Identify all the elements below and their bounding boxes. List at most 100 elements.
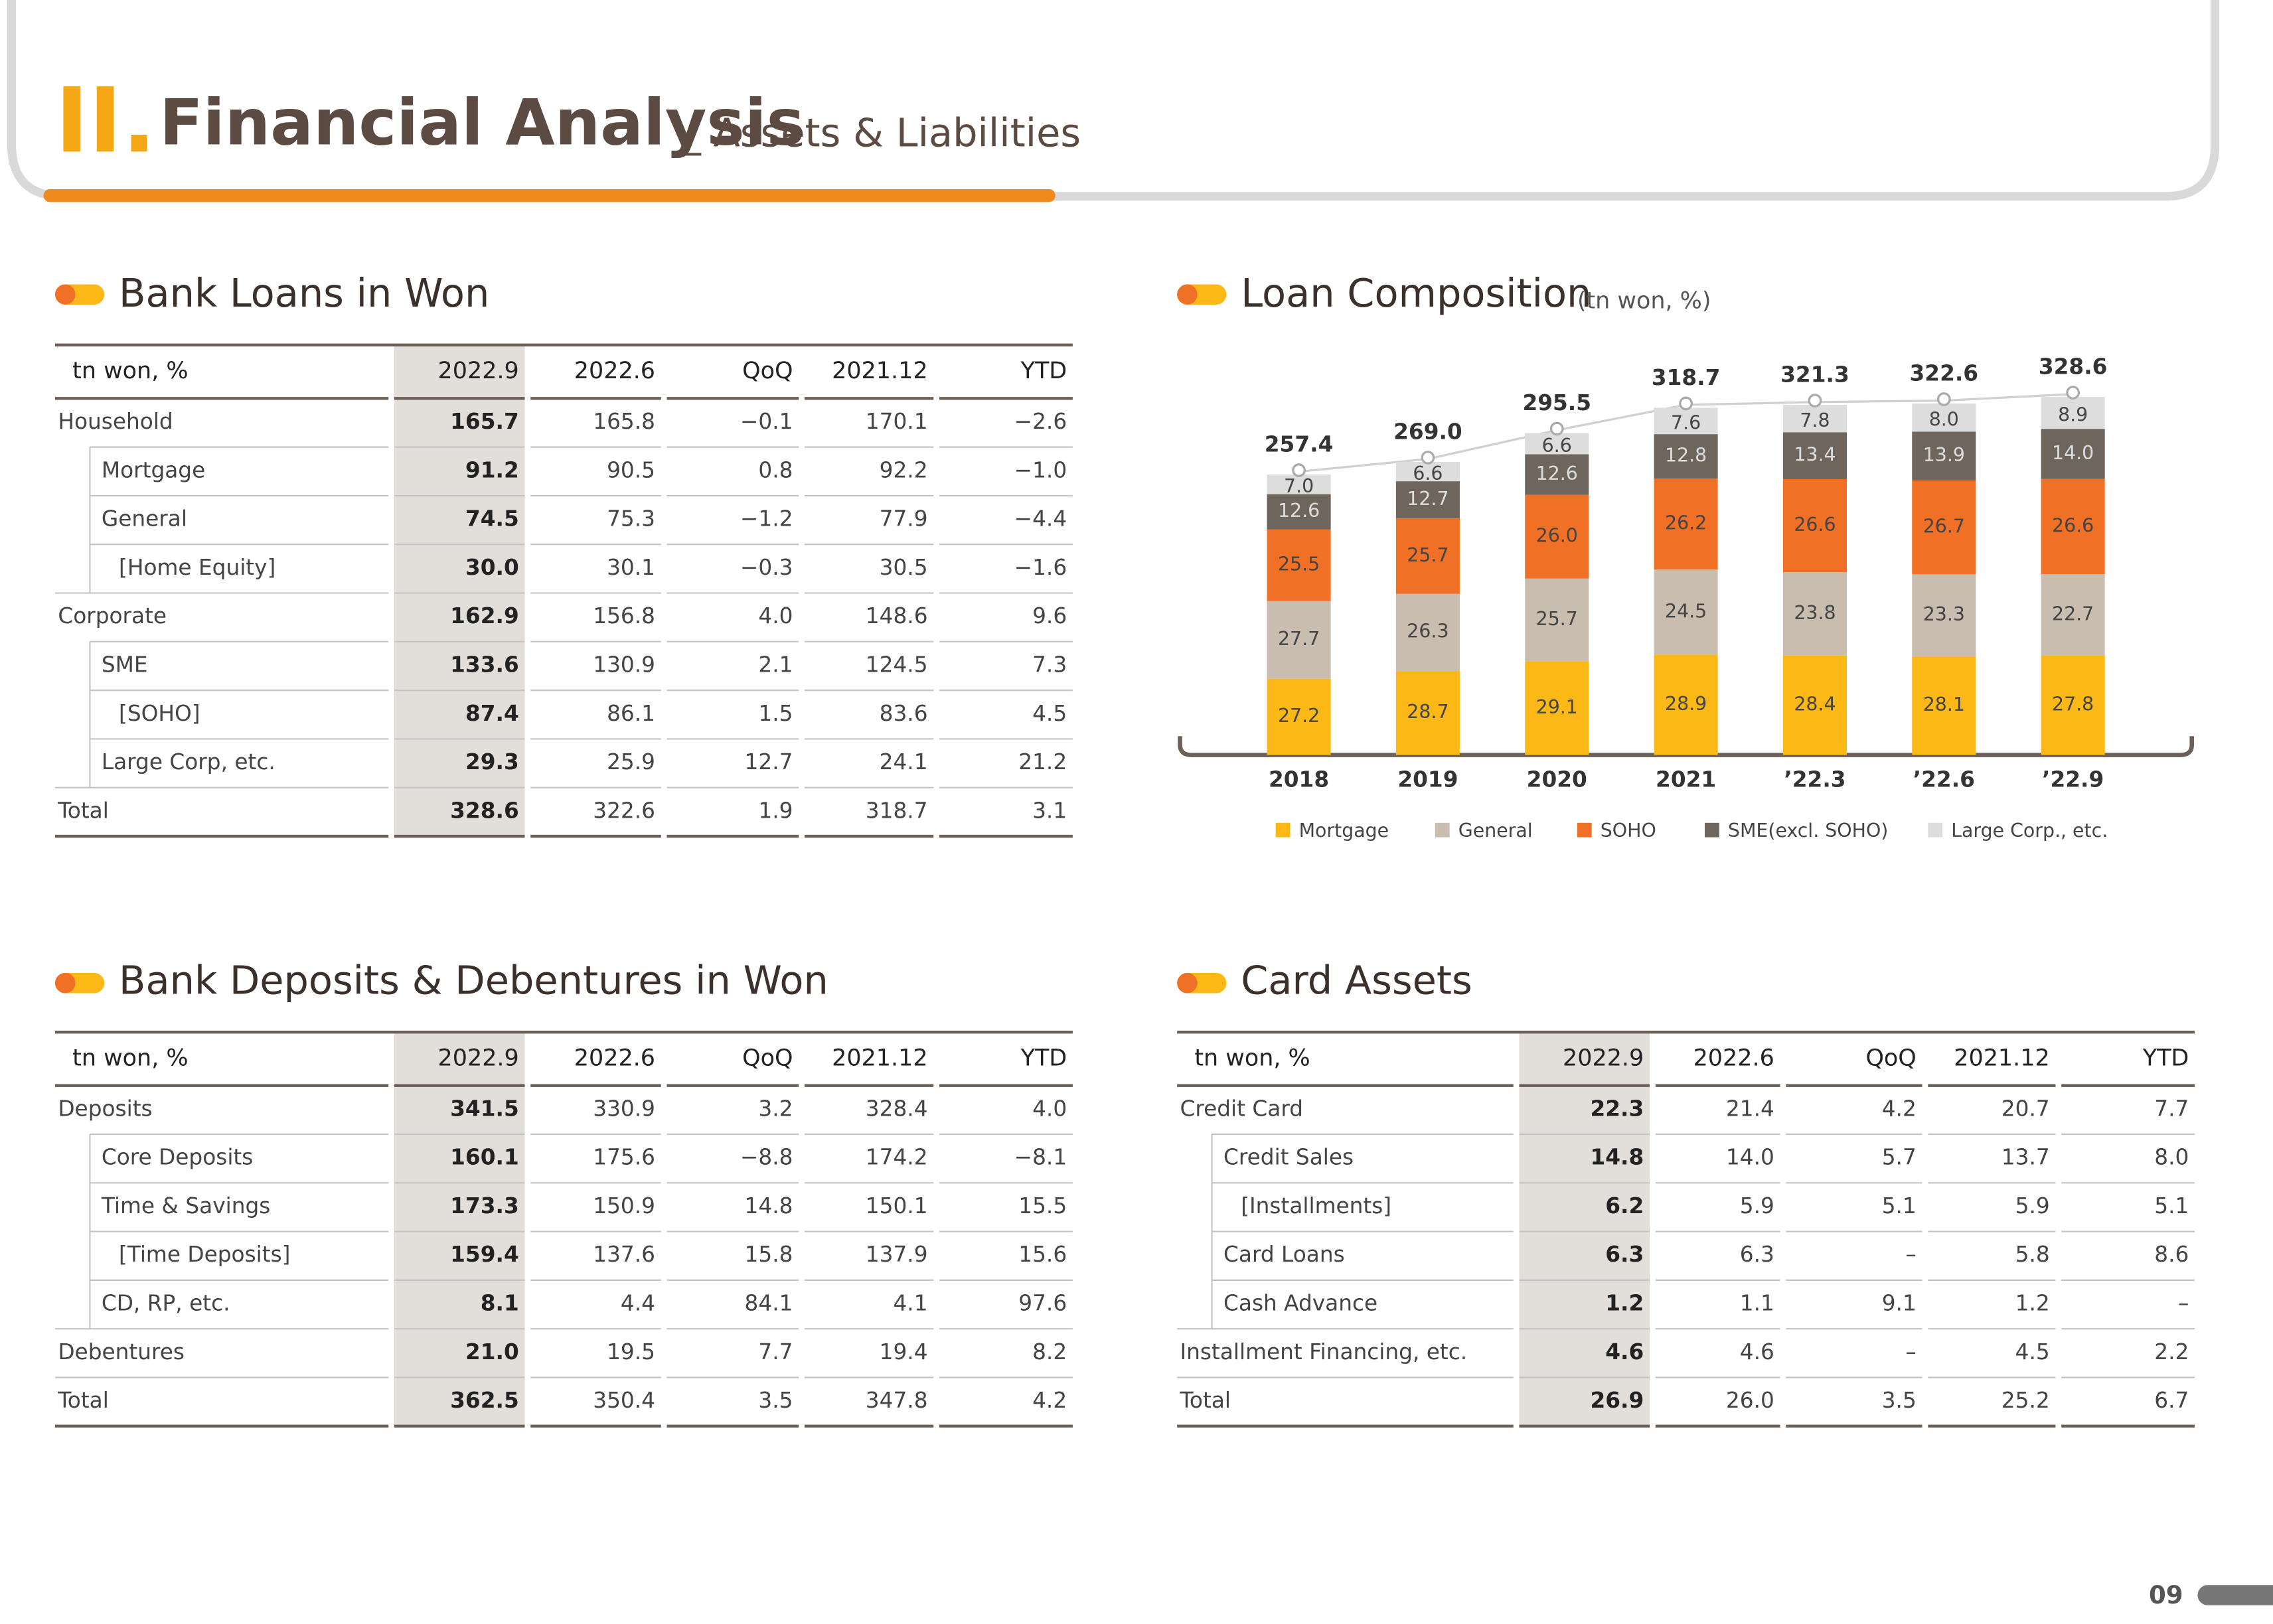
cell: 5.7 xyxy=(1882,1145,1917,1170)
row-label: Time & Savings xyxy=(101,1193,270,1218)
cell: 150.9 xyxy=(593,1193,655,1218)
data-label: 28.9 xyxy=(1665,693,1707,715)
bar-segment xyxy=(1395,461,1460,482)
shaded-column xyxy=(1519,1032,1650,1426)
bar-segment xyxy=(2041,574,2105,656)
cell: 30.1 xyxy=(607,555,655,580)
data-label: 22.7 xyxy=(2052,603,2094,625)
column-header: 2021.12 xyxy=(1954,1045,2049,1071)
bar-segment xyxy=(1525,454,1589,495)
page-number: 09 xyxy=(2149,1581,2183,1609)
cell: 5.1 xyxy=(1882,1193,1917,1218)
row-label: Mortgage xyxy=(102,457,205,482)
cell: 13.7 xyxy=(2001,1145,2050,1170)
bar-segment xyxy=(1912,404,1976,432)
data-label: 28.1 xyxy=(1923,694,1965,715)
row-label: Credit Sales xyxy=(1223,1145,1354,1170)
data-label: 29.1 xyxy=(1536,696,1578,718)
bar-segment xyxy=(1525,433,1589,455)
cell: 328.4 xyxy=(866,1096,928,1121)
bar-segment xyxy=(1654,434,1718,479)
total-marker xyxy=(1679,396,1693,411)
section-icon xyxy=(1177,284,1227,305)
x-tick-label: 2021 xyxy=(1656,767,1716,792)
total-label: 321.3 xyxy=(1780,362,1849,388)
data-label: 12.6 xyxy=(1536,463,1578,484)
cell: −8.1 xyxy=(1014,1145,1067,1170)
cell: 26.9 xyxy=(1590,1388,1644,1413)
cell: 4.0 xyxy=(1032,1096,1067,1121)
row-label: Debentures xyxy=(58,1339,185,1365)
bar-segment xyxy=(1395,670,1460,755)
row-label: SME xyxy=(102,652,148,678)
data-label: 25.7 xyxy=(1407,544,1449,566)
section-title: Loan Composition xyxy=(1241,270,1591,316)
cell: 170.1 xyxy=(866,409,928,434)
cell: 7.7 xyxy=(758,1339,793,1365)
row-label: Household xyxy=(58,409,173,434)
total-marker xyxy=(1421,451,1435,465)
data-label: 12.6 xyxy=(1278,500,1320,522)
cell: 318.7 xyxy=(866,798,928,823)
legend-label: SME(excl. SOHO) xyxy=(1728,820,1888,842)
row-label: Deposits xyxy=(58,1096,152,1121)
data-label: 25.7 xyxy=(1536,608,1578,630)
data-label: 27.8 xyxy=(2052,694,2094,715)
section-title: Card Assets xyxy=(1241,957,1472,1003)
cell: 26.0 xyxy=(1726,1388,1774,1413)
cell: 173.3 xyxy=(450,1193,519,1218)
cell: 5.1 xyxy=(2154,1193,2189,1218)
total-label: 328.6 xyxy=(2039,354,2108,380)
cell: 14.0 xyxy=(1726,1145,1774,1170)
cell: −4.4 xyxy=(1014,506,1067,532)
cell: −1.0 xyxy=(1014,457,1067,482)
data-label: 26.6 xyxy=(1794,514,1836,536)
cell: 4.2 xyxy=(1032,1388,1067,1413)
data-label: 7.8 xyxy=(1800,409,1830,431)
cell: 30.0 xyxy=(465,555,519,580)
cell: 4.4 xyxy=(621,1291,655,1316)
header-title: Financial Analysis xyxy=(159,86,805,160)
cell: 77.9 xyxy=(880,506,928,532)
cell: – xyxy=(1905,1339,1916,1365)
x-tick-label: ’22.3 xyxy=(1784,767,1845,792)
cell: 29.3 xyxy=(465,749,519,775)
cell: 133.6 xyxy=(450,652,519,678)
cell: 84.1 xyxy=(745,1291,793,1316)
cell: 8.6 xyxy=(2154,1242,2189,1267)
cell: 6.3 xyxy=(1740,1242,1774,1267)
cell: 4.5 xyxy=(2015,1339,2050,1365)
x-tick-label: ’22.6 xyxy=(1913,767,1975,792)
cell: 137.6 xyxy=(593,1242,655,1267)
data-label: 23.8 xyxy=(1794,602,1836,624)
cell: 90.5 xyxy=(607,457,655,482)
cell: – xyxy=(2178,1291,2189,1316)
cell: 5.9 xyxy=(1740,1193,1774,1218)
bar-segment xyxy=(1395,481,1460,519)
bar-segment xyxy=(1782,405,1847,433)
bar-segment xyxy=(1782,572,1847,656)
cell: 8.1 xyxy=(481,1291,519,1316)
row-label: Total xyxy=(57,798,108,823)
data-label: 7.0 xyxy=(1284,475,1314,497)
data-label: 13.9 xyxy=(1923,444,1965,466)
cell: 148.6 xyxy=(866,603,928,628)
bar-segment xyxy=(1267,529,1331,601)
cell: 1.2 xyxy=(1605,1291,1644,1316)
cell: 165.7 xyxy=(450,409,519,434)
cell: 91.2 xyxy=(465,457,519,482)
cell: 6.2 xyxy=(1605,1193,1644,1218)
cell: 30.5 xyxy=(880,555,928,580)
cell: 3.1 xyxy=(1032,798,1067,823)
data-label: 24.5 xyxy=(1665,600,1707,622)
column-header: 2022.9 xyxy=(438,1045,519,1071)
data-label: 14.0 xyxy=(2052,442,2094,464)
column-header: 2022.9 xyxy=(438,358,519,384)
cell: 21.2 xyxy=(1018,749,1067,775)
cell: −0.3 xyxy=(740,555,793,580)
section-title: Bank Loans in Won xyxy=(119,270,489,316)
row-label: [Home Equity] xyxy=(119,555,275,580)
cell: 165.8 xyxy=(593,409,655,434)
legend-swatch xyxy=(1928,822,1943,838)
bar-segment xyxy=(1654,479,1718,570)
